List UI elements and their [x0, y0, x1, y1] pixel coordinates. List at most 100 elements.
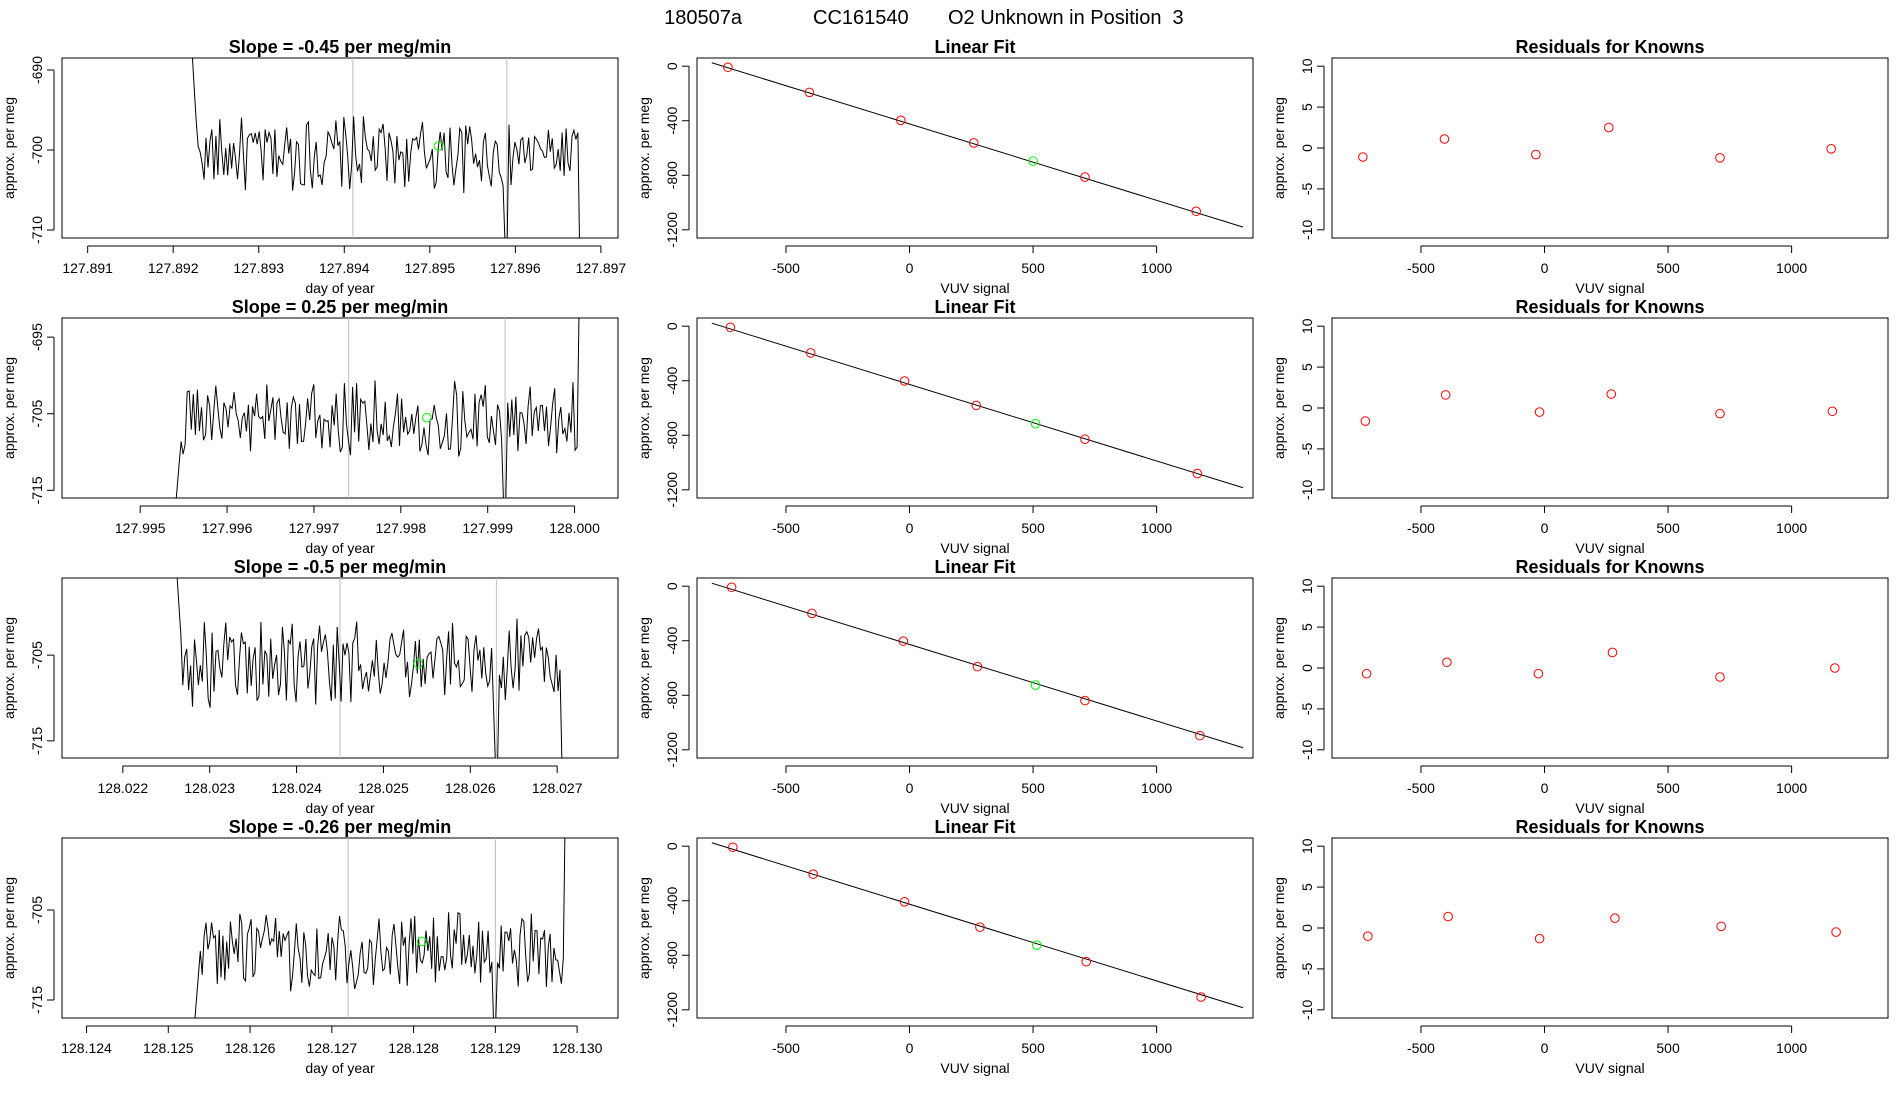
residual-point [1715, 672, 1725, 682]
plot-frame [696, 317, 1254, 499]
y-tick-label: -705 [29, 896, 45, 924]
y-tick-label: 0 [664, 322, 680, 330]
y-tick-label: 0 [1299, 924, 1315, 932]
residuals-3-panel: Residuals for Knowns VUV signal approx. pe… [1271, 557, 1889, 816]
x-tick-label: 127.995 [115, 520, 166, 536]
y-axis-label: approx. per meg [636, 97, 652, 199]
y-axis-label: approx. per meg [1271, 97, 1287, 199]
unknown-point [1030, 418, 1041, 429]
y-tick-label: 5 [1299, 103, 1315, 111]
unknown-point [433, 141, 444, 151]
x-tick-label: -500 [1407, 1040, 1435, 1056]
x-tick-label: 1000 [1141, 1040, 1172, 1056]
panel-title: Slope = 0.25 per meg/min [232, 297, 449, 317]
known-point [1080, 434, 1090, 445]
residual-point [1443, 911, 1453, 922]
x-tick-label: 128.125 [143, 1040, 194, 1056]
unknown-point [1031, 940, 1042, 950]
known-point [1080, 172, 1090, 182]
x-tick-label: 1000 [1776, 780, 1807, 796]
residual-point [1715, 408, 1725, 419]
y-axis-label: approx. per meg [636, 617, 652, 719]
y-tick-label: -400 [664, 367, 680, 395]
panel-title: Linear Fit [934, 37, 1015, 57]
x-tick-label: 0 [906, 520, 914, 536]
timeseries-2-panel: Slope = 0.25 per meg/min day of year appro… [1, 297, 619, 556]
x-tick-label: 500 [1021, 260, 1045, 276]
y-tick-label: -690 [29, 56, 45, 84]
residual-point [1826, 144, 1836, 154]
x-tick-label: 127.895 [405, 260, 456, 276]
signal-trace [191, 58, 580, 238]
x-tick-label: 0 [906, 260, 914, 276]
x-tick-label: 0 [1541, 520, 1549, 536]
x-tick-label: 127.896 [490, 260, 541, 276]
residual-point [1442, 657, 1452, 668]
known-point [975, 922, 985, 932]
known-point [896, 115, 906, 126]
known-point [725, 322, 736, 333]
x-tick-label: 128.126 [225, 1040, 276, 1056]
known-point [1192, 468, 1203, 479]
signal-trace [176, 578, 563, 758]
residual-point [1361, 668, 1372, 679]
known-point [1081, 956, 1091, 967]
residual-point [1534, 933, 1545, 944]
x-tick-label: 128.129 [470, 1040, 521, 1056]
x-axis-label: VUV signal [940, 1060, 1009, 1076]
y-tick-label: -5 [1299, 702, 1315, 715]
timeseries-4-panel: Slope = -0.26 per meg/min day of year appr… [1, 817, 619, 1076]
unknown-point [1030, 680, 1041, 690]
x-tick-label: -500 [1407, 780, 1435, 796]
y-axis-label: approx. per meg [1271, 877, 1287, 979]
x-axis-label: VUV signal [1575, 540, 1644, 556]
residual-point [1830, 663, 1840, 673]
x-tick-label: -500 [772, 520, 800, 536]
y-tick-label: -5 [1299, 962, 1315, 975]
y-tick-label: -1200 [664, 992, 680, 1028]
plot-frame [61, 317, 619, 499]
y-tick-label: -5 [1299, 442, 1315, 455]
x-tick-label: 0 [1541, 1040, 1549, 1056]
x-tick-label: 500 [1656, 260, 1680, 276]
panel-title: Slope = -0.5 per meg/min [234, 557, 447, 577]
residual-point [1606, 389, 1617, 399]
x-tick-label: -500 [1407, 260, 1435, 276]
y-axis-label: approx. per meg [636, 877, 652, 979]
residual-point [1610, 913, 1620, 923]
y-tick-label: 5 [1299, 883, 1315, 891]
residuals-4-panel: Residuals for Knowns VUV signal approx. pe… [1271, 817, 1889, 1076]
x-tick-label: 0 [906, 780, 914, 796]
known-point [898, 636, 909, 646]
known-point [971, 400, 982, 411]
residual-point [1440, 390, 1451, 400]
x-tick-label: 1000 [1141, 780, 1172, 796]
cylinder-label: CC161540 [813, 7, 909, 29]
x-axis-label: day of year [305, 280, 375, 296]
plot-frame [1331, 837, 1889, 1019]
y-axis-label: approx. per meg [1, 877, 17, 979]
plot-frame [1331, 577, 1889, 759]
y-tick-label: -10 [1299, 479, 1315, 499]
y-tick-label: 10 [1299, 838, 1315, 854]
y-tick-label: 0 [1299, 404, 1315, 412]
x-tick-label: 127.894 [319, 260, 370, 276]
timeseries-3-panel: Slope = -0.5 per meg/min day of year appro… [1, 557, 619, 816]
x-tick-label: 0 [906, 1040, 914, 1056]
x-tick-label: 127.999 [462, 520, 513, 536]
linear-fit-4-panel: Linear Fit VUV signal approx. per meg -500 0… [636, 817, 1254, 1076]
x-tick-label: 0 [1541, 260, 1549, 276]
residual-point [1439, 134, 1450, 144]
y-tick-label: -800 [664, 681, 680, 709]
x-axis-label: day of year [305, 540, 375, 556]
x-tick-label: 127.997 [289, 520, 340, 536]
y-tick-label: -10 [1299, 739, 1315, 759]
y-tick-label: -10 [1299, 219, 1315, 239]
x-tick-label: 500 [1656, 1040, 1680, 1056]
known-point [1196, 992, 1206, 1002]
known-point [1191, 206, 1201, 217]
y-tick-label: -400 [664, 627, 680, 655]
residual-point [1363, 931, 1373, 941]
unknown-point [413, 658, 423, 669]
x-axis-label: day of year [305, 1060, 375, 1076]
